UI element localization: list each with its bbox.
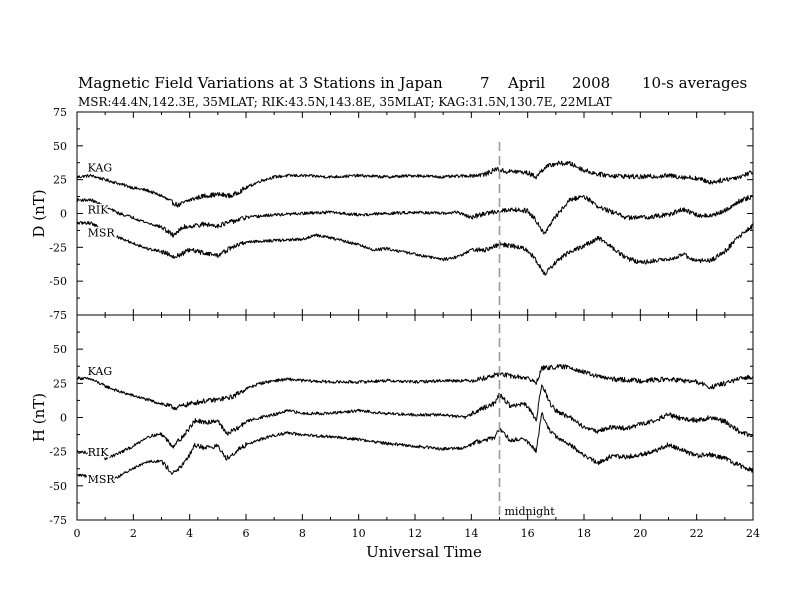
date-month: April bbox=[507, 74, 545, 92]
station-label-h-rik: RIK bbox=[88, 446, 110, 459]
midnight-annotation: midnight bbox=[505, 505, 556, 518]
y-tick-label-h: 50 bbox=[53, 343, 67, 356]
y-tick-label-d: -50 bbox=[49, 275, 67, 288]
plot-panels: -75 -50 -25 0 25 50 75 D (nT) KAG RIK MSR -75 -50 -25… bbox=[30, 106, 754, 527]
station-label-h-kag: KAG bbox=[88, 365, 113, 378]
trace-h-msr bbox=[76, 412, 754, 484]
averaging-note: 10-s averages bbox=[642, 74, 747, 92]
x-tick-label: 8 bbox=[299, 527, 306, 540]
y-axis-title-h: H (nT) bbox=[30, 393, 48, 442]
trace-h-rik bbox=[76, 384, 754, 461]
x-tick-label: 14 bbox=[464, 527, 478, 540]
station-label-d-msr: MSR bbox=[88, 227, 116, 240]
y-tick-label-h: -75 bbox=[49, 514, 67, 527]
trace-d-msr bbox=[76, 221, 754, 276]
y-tick-label-h: 0 bbox=[60, 412, 67, 425]
y-tick-label-d: 0 bbox=[60, 208, 67, 221]
x-tick-label: 18 bbox=[577, 527, 591, 540]
y-tick-label-h: 25 bbox=[53, 377, 67, 390]
y-tick-label-d: 50 bbox=[53, 140, 67, 153]
station-coordinates: MSR:44.4N,142.3E, 35MLAT; RIK:43.5N,143.… bbox=[78, 95, 612, 109]
y-tick-label-h: -50 bbox=[49, 480, 67, 493]
station-label-d-kag: KAG bbox=[88, 162, 113, 175]
y-tick-label-d: 25 bbox=[53, 174, 67, 187]
station-label-h-msr: MSR bbox=[88, 473, 116, 486]
panel-frame-h bbox=[76, 314, 754, 521]
x-tick-label: 10 bbox=[352, 527, 366, 540]
y-tick-label-d: -75 bbox=[49, 309, 67, 322]
station-label-d-rik: RIK bbox=[88, 204, 110, 217]
x-axis-title: Universal Time bbox=[366, 543, 482, 561]
panel-h: -75 -50 -25 0 25 50 H (nT) KAG RIK MSR bbox=[30, 314, 754, 527]
trace-d-kag bbox=[76, 160, 754, 208]
x-tick-label: 6 bbox=[243, 527, 250, 540]
chart-header: Magnetic Field Variations at 3 Stations … bbox=[78, 74, 747, 109]
x-tick-label: 24 bbox=[746, 527, 760, 540]
panel-d: -75 -50 -25 0 25 50 75 D (nT) KAG RIK MSR bbox=[30, 106, 754, 322]
trace-h-kag bbox=[76, 364, 754, 411]
x-tick-label: 0 bbox=[74, 527, 81, 540]
x-tick-label: 20 bbox=[633, 527, 647, 540]
y-tick-label-h: -25 bbox=[49, 446, 67, 459]
x-axis: 0 2 4 6 8 10 12 14 16 18 20 22 24 bbox=[74, 112, 760, 540]
y-tick-label-d: -25 bbox=[49, 241, 67, 254]
x-tick-label: 4 bbox=[186, 527, 193, 540]
date-day: 7 bbox=[480, 74, 490, 92]
x-tick-label: 12 bbox=[408, 527, 422, 540]
x-tick-label: 2 bbox=[130, 527, 137, 540]
date-year: 2008 bbox=[572, 74, 610, 92]
x-tick-label: 16 bbox=[521, 527, 535, 540]
x-tick-label: 22 bbox=[690, 527, 704, 540]
trace-d-rik bbox=[76, 194, 754, 238]
y-axis-title-d: D (nT) bbox=[30, 189, 48, 237]
chart-title: Magnetic Field Variations at 3 Stations … bbox=[78, 74, 443, 92]
y-tick-label-d: 75 bbox=[53, 106, 67, 119]
